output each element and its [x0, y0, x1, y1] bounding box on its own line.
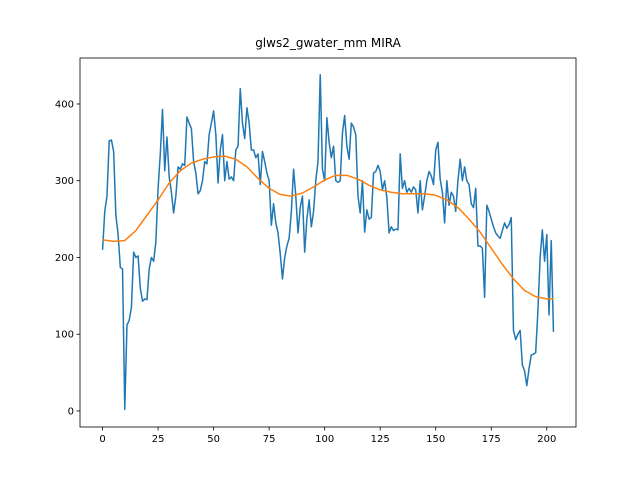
- data-line: [102, 155, 554, 300]
- y-tick-label: 300: [55, 176, 74, 187]
- x-tick-label: 25: [152, 434, 165, 445]
- y-tick-label: 400: [55, 99, 74, 110]
- x-tick-label: 200: [537, 434, 556, 445]
- x-tick-label: 125: [371, 434, 390, 445]
- chart-title: glws2_gwater_mm MIRA: [255, 36, 401, 50]
- y-tick-label: 0: [68, 406, 74, 417]
- x-tick-label: 0: [99, 434, 105, 445]
- x-tick-label: 50: [207, 434, 220, 445]
- y-tick-label: 200: [55, 253, 74, 264]
- data-line: [101, 74, 555, 411]
- axes-frame: [79, 57, 577, 428]
- y-tick-label: 100: [55, 330, 74, 341]
- x-tick-label: 100: [315, 434, 334, 445]
- x-tick-label: 150: [426, 434, 445, 445]
- x-tick-label: 75: [263, 434, 276, 445]
- x-tick-label: 175: [482, 434, 501, 445]
